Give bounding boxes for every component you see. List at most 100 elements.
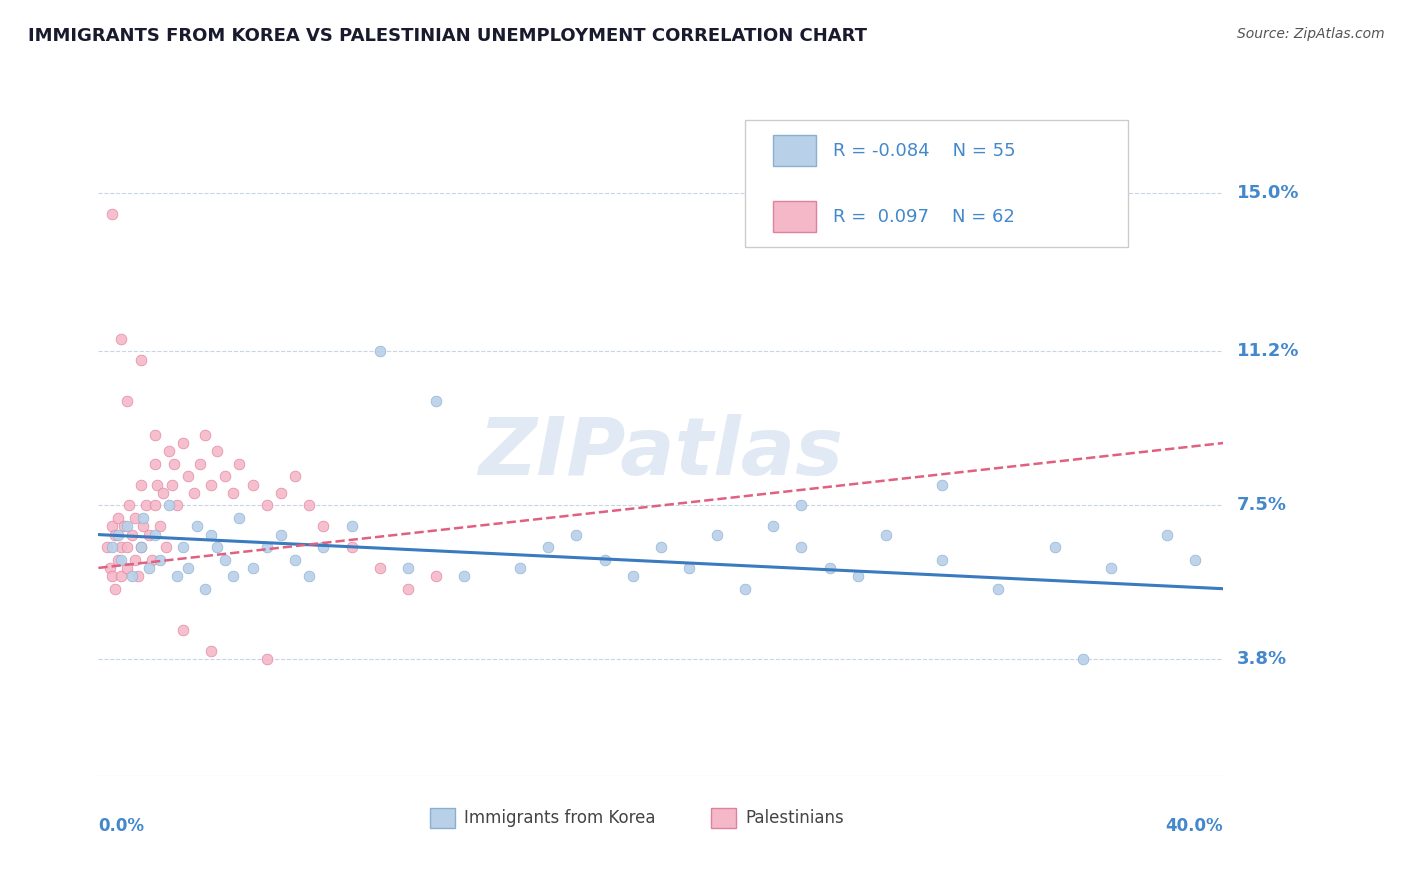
Point <box>931 552 953 566</box>
Point <box>270 486 292 500</box>
Point <box>129 540 152 554</box>
Point <box>205 444 228 458</box>
Point <box>143 499 166 513</box>
Point <box>172 540 194 554</box>
Point <box>931 477 953 491</box>
Point <box>256 499 278 513</box>
Point <box>107 552 129 566</box>
Text: Source: ZipAtlas.com: Source: ZipAtlas.com <box>1237 27 1385 41</box>
Point <box>396 561 419 575</box>
Text: Immigrants from Korea: Immigrants from Korea <box>464 809 655 827</box>
Point <box>112 519 135 533</box>
Point <box>115 540 138 554</box>
Point <box>228 511 250 525</box>
Point <box>194 427 217 442</box>
Point <box>132 511 155 525</box>
Point <box>242 477 264 491</box>
Point <box>734 582 756 596</box>
Point <box>425 569 447 583</box>
Point <box>110 540 132 554</box>
Point <box>135 499 157 513</box>
Point <box>177 469 200 483</box>
Point <box>107 527 129 541</box>
FancyBboxPatch shape <box>773 136 815 166</box>
Point <box>194 582 217 596</box>
Point <box>129 477 152 491</box>
Text: IMMIGRANTS FROM KOREA VS PALESTINIAN UNEMPLOYMENT CORRELATION CHART: IMMIGRANTS FROM KOREA VS PALESTINIAN UNE… <box>28 27 868 45</box>
FancyBboxPatch shape <box>773 202 815 232</box>
Point <box>98 561 121 575</box>
Point <box>101 519 124 533</box>
Text: R =  0.097    N = 62: R = 0.097 N = 62 <box>832 208 1015 226</box>
Point <box>790 499 813 513</box>
Point <box>678 561 700 575</box>
Point <box>214 552 236 566</box>
Point <box>104 582 127 596</box>
Text: 3.8%: 3.8% <box>1237 650 1288 668</box>
Point <box>875 527 897 541</box>
Point <box>124 552 146 566</box>
Point <box>143 427 166 442</box>
Point <box>298 499 321 513</box>
Point <box>115 519 138 533</box>
Point <box>121 569 143 583</box>
Point <box>228 457 250 471</box>
Point <box>129 352 152 367</box>
Text: ZIPatlas: ZIPatlas <box>478 414 844 492</box>
Point <box>101 569 124 583</box>
Point <box>129 540 152 554</box>
Point <box>1071 652 1094 666</box>
Point <box>242 561 264 575</box>
Point <box>172 436 194 450</box>
Point <box>790 540 813 554</box>
Point <box>222 486 245 500</box>
Point <box>143 527 166 541</box>
FancyBboxPatch shape <box>430 808 456 828</box>
Point <box>284 469 307 483</box>
Point <box>200 644 222 658</box>
Point <box>138 561 160 575</box>
Point <box>157 444 180 458</box>
Point <box>188 457 211 471</box>
Point <box>118 499 141 513</box>
Point <box>846 569 869 583</box>
Point <box>565 527 588 541</box>
Point <box>186 519 208 533</box>
Point <box>141 552 163 566</box>
Point <box>160 477 183 491</box>
Point <box>1156 527 1178 541</box>
Point <box>172 624 194 638</box>
Point <box>205 540 228 554</box>
Point <box>121 527 143 541</box>
Point <box>104 527 127 541</box>
Point <box>138 527 160 541</box>
Point <box>132 519 155 533</box>
Point <box>177 561 200 575</box>
Point <box>110 569 132 583</box>
Point <box>284 552 307 566</box>
Text: Palestinians: Palestinians <box>745 809 844 827</box>
Point <box>1099 561 1122 575</box>
Point <box>298 569 321 583</box>
Point <box>256 652 278 666</box>
Point <box>146 477 169 491</box>
Point <box>270 527 292 541</box>
Point <box>222 569 245 583</box>
Point <box>312 540 335 554</box>
Point <box>425 394 447 409</box>
Point <box>200 477 222 491</box>
Point <box>166 569 188 583</box>
Point <box>163 457 186 471</box>
Point <box>149 519 172 533</box>
Point <box>537 540 560 554</box>
Text: 15.0%: 15.0% <box>1237 185 1299 202</box>
Text: R = -0.084    N = 55: R = -0.084 N = 55 <box>832 142 1015 160</box>
Text: 40.0%: 40.0% <box>1166 817 1223 835</box>
Point <box>166 499 188 513</box>
Point <box>593 552 616 566</box>
Point <box>115 394 138 409</box>
Text: 0.0%: 0.0% <box>98 817 145 835</box>
Point <box>1043 540 1066 554</box>
Point <box>96 540 118 554</box>
Point <box>706 527 728 541</box>
